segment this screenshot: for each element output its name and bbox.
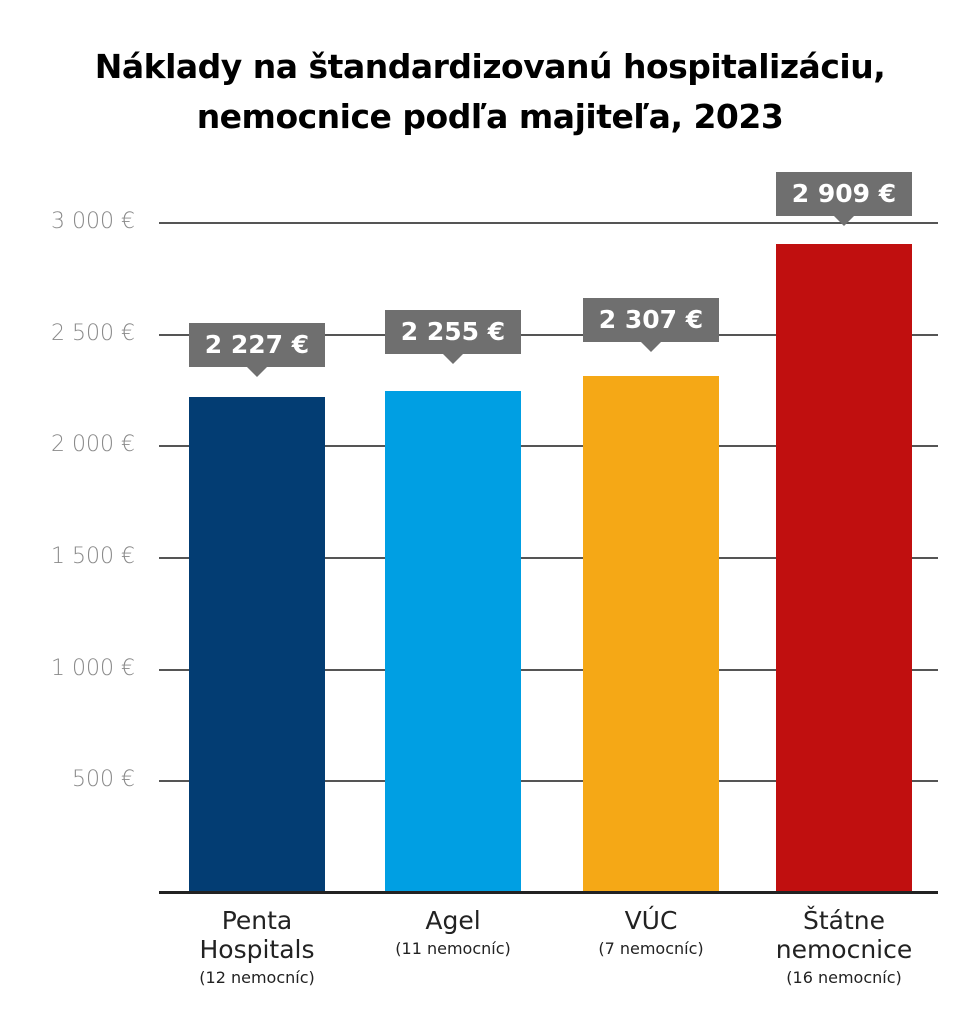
value-label-vuc: 2 307 €	[583, 298, 719, 352]
x-label-statne-nemocnice: Štátne nemocnice (16 nemocníc)	[744, 906, 944, 989]
bar-penta-hospitals	[189, 397, 325, 892]
gridline-2000	[159, 445, 938, 447]
x-label-penta-hospitals: Penta Hospitals (12 nemocníc)	[157, 906, 357, 989]
value-label-penta-hospitals: 2 227 €	[189, 323, 325, 377]
x-label-sub: (11 nemocníc)	[395, 939, 511, 958]
value-label-statne-nemocnice: 2 909 €	[776, 172, 912, 226]
gridline-2500	[159, 334, 938, 336]
chart-title-line-2: nemocnice podľa majiteľa, 2023	[196, 97, 784, 136]
x-label-sub: (12 nemocníc)	[199, 968, 315, 987]
x-label-main: Penta	[221, 906, 293, 935]
x-label-vuc: VÚC (7 nemocníc)	[551, 906, 751, 960]
x-label-main: Agel	[425, 906, 481, 935]
x-label-main: VÚC	[624, 906, 678, 935]
ytick-2000: 2 000 €	[51, 432, 135, 457]
value-label-agel: 2 255 €	[385, 310, 521, 364]
ytick-1500: 1 500 €	[51, 544, 135, 569]
x-label-main-2: nemocnice	[775, 935, 913, 964]
x-label-agel: Agel (11 nemocníc)	[353, 906, 553, 960]
x-axis-baseline	[159, 891, 938, 894]
ytick-2500: 2 500 €	[51, 321, 135, 346]
gridline-1000	[159, 669, 938, 671]
chart-title-line-1: Náklady na štandardizovanú hospitalizáci…	[94, 47, 886, 86]
x-label-sub: (7 nemocníc)	[598, 939, 704, 958]
gridline-1500	[159, 557, 938, 559]
x-label-main: Štátne	[802, 906, 886, 935]
x-label-sub: (16 nemocníc)	[786, 968, 902, 987]
x-label-main-2: Hospitals	[199, 935, 315, 964]
gridline-500	[159, 780, 938, 782]
chart-title: Náklady na štandardizovanú hospitalizáci…	[0, 42, 980, 142]
ytick-1000: 1 000 €	[51, 656, 135, 681]
ytick-500: 500 €	[72, 767, 135, 792]
bar-vuc	[583, 376, 719, 892]
bar-agel	[385, 391, 521, 892]
ytick-3000: 3 000 €	[51, 209, 135, 234]
gridline-3000	[159, 222, 938, 224]
bar-statne-nemocnice	[776, 244, 912, 892]
